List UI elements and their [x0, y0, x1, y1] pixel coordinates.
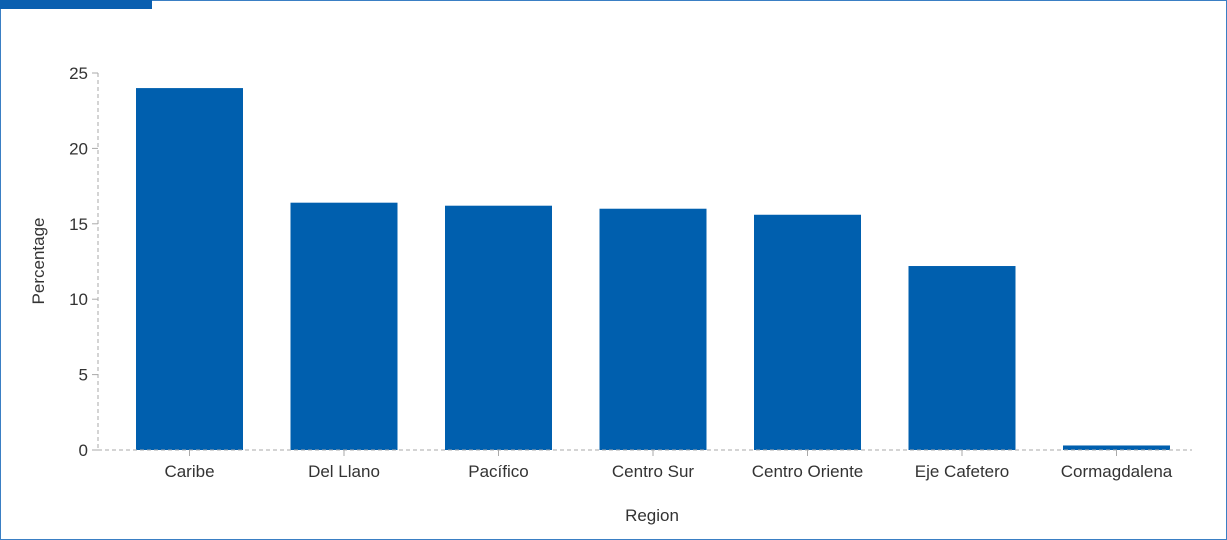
y-tick-label: 15	[69, 215, 88, 234]
x-tick-label: Eje Cafetero	[915, 462, 1010, 481]
bar	[445, 205, 552, 450]
bar	[599, 208, 707, 450]
x-axis-ticks: Caribe Del Llano Pacífico Centro Sur Centro …	[164, 450, 1173, 481]
y-tick-label: 10	[69, 290, 88, 309]
bar	[908, 266, 1016, 450]
bar	[754, 214, 861, 450]
y-tick-label: 25	[69, 64, 88, 83]
accent-tab	[0, 0, 152, 9]
bar	[1063, 445, 1170, 450]
y-tick-label: 5	[79, 366, 88, 385]
y-axis-title: Percentage	[29, 218, 48, 305]
y-tick-label: 20	[69, 139, 88, 158]
x-tick-label: Caribe	[164, 462, 214, 481]
x-tick-label: Centro Sur	[612, 462, 695, 481]
x-tick-label: Centro Oriente	[752, 462, 864, 481]
x-tick-label: Cormagdalena	[1061, 462, 1173, 481]
bar	[290, 202, 398, 450]
y-axis-ticks: 0 5 10 15 20 25	[69, 64, 98, 460]
bar	[136, 88, 243, 450]
y-tick-label: 0	[79, 441, 88, 460]
x-axis-title: Region	[625, 506, 679, 525]
bars	[136, 88, 1170, 450]
x-tick-label: Del Llano	[308, 462, 380, 481]
x-tick-label: Pacífico	[468, 462, 528, 481]
